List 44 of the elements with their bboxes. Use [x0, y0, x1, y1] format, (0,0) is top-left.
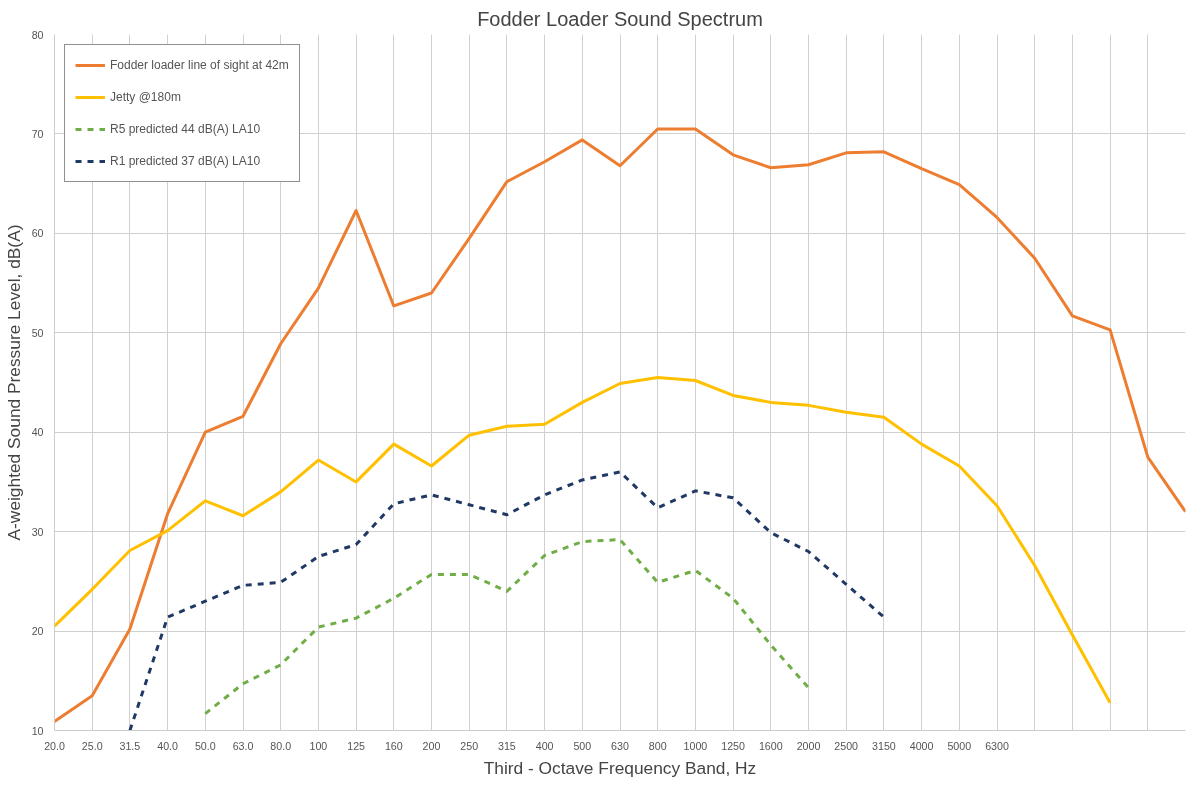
y-tick-label: 10 [31, 724, 44, 737]
x-tick-label: 2000 [796, 739, 821, 752]
line-series [203, 538, 810, 716]
legend-label: R5 predicted 44 dB(A) LA10 [110, 122, 261, 136]
x-tick-label: 315 [498, 739, 516, 752]
x-tick-label: 20.0 [44, 739, 65, 752]
y-tick-label: 30 [31, 525, 44, 538]
x-tick-label: 200 [422, 739, 441, 752]
x-tick-label: 1000 [683, 739, 708, 752]
chart-title: Fodder Loader Sound Spectrum [477, 7, 763, 30]
line-series [128, 470, 886, 731]
x-tick-label: 160 [384, 739, 403, 752]
legend-label: R1 predicted 37 dB(A) LA10 [110, 154, 261, 168]
legend-label: Fodder loader line of sight at 42m [110, 58, 289, 72]
x-tick-label: 4000 [909, 739, 934, 752]
x-tick-label: 80.0 [270, 739, 292, 752]
x-tick-label: 5000 [947, 739, 972, 752]
x-tick-label: 3150 [872, 739, 896, 752]
x-tick-label: 2500 [834, 739, 859, 752]
y-tick-label: 50 [31, 326, 44, 339]
x-tick-label: 50.0 [194, 739, 216, 752]
x-tick-label: 100 [309, 739, 328, 752]
x-tick-label: 630 [611, 739, 629, 752]
x-tick-label: 1250 [721, 739, 746, 752]
x-tick-label: 125 [347, 739, 366, 752]
x-axis-title: Third - Octave Frequency Band, Hz [483, 757, 757, 778]
line-series [54, 376, 1112, 705]
y-axis-title: A-weighted Sound Pressure Level, dB(A) [3, 224, 24, 541]
legend-label: Jetty @180m [110, 90, 181, 104]
x-tick-label: 25.0 [81, 739, 103, 752]
y-tick-label: 20 [31, 625, 44, 638]
x-tick-label: 500 [573, 739, 592, 752]
x-tick-label: 40.0 [157, 739, 179, 752]
x-tick-label: 800 [648, 739, 667, 752]
y-tick-label: 80 [31, 28, 44, 41]
y-tick-label: 40 [31, 426, 44, 439]
x-tick-label: 63.0 [232, 739, 254, 752]
y-tick-label: 60 [31, 227, 44, 240]
x-tick-label: 6300 [985, 739, 1009, 752]
x-tick-label: 1600 [758, 739, 783, 752]
x-tick-label: 250 [460, 739, 479, 752]
x-tick-label: 400 [535, 739, 554, 752]
x-tick-label: 31.5 [119, 739, 141, 752]
y-tick-label: 70 [31, 127, 44, 140]
